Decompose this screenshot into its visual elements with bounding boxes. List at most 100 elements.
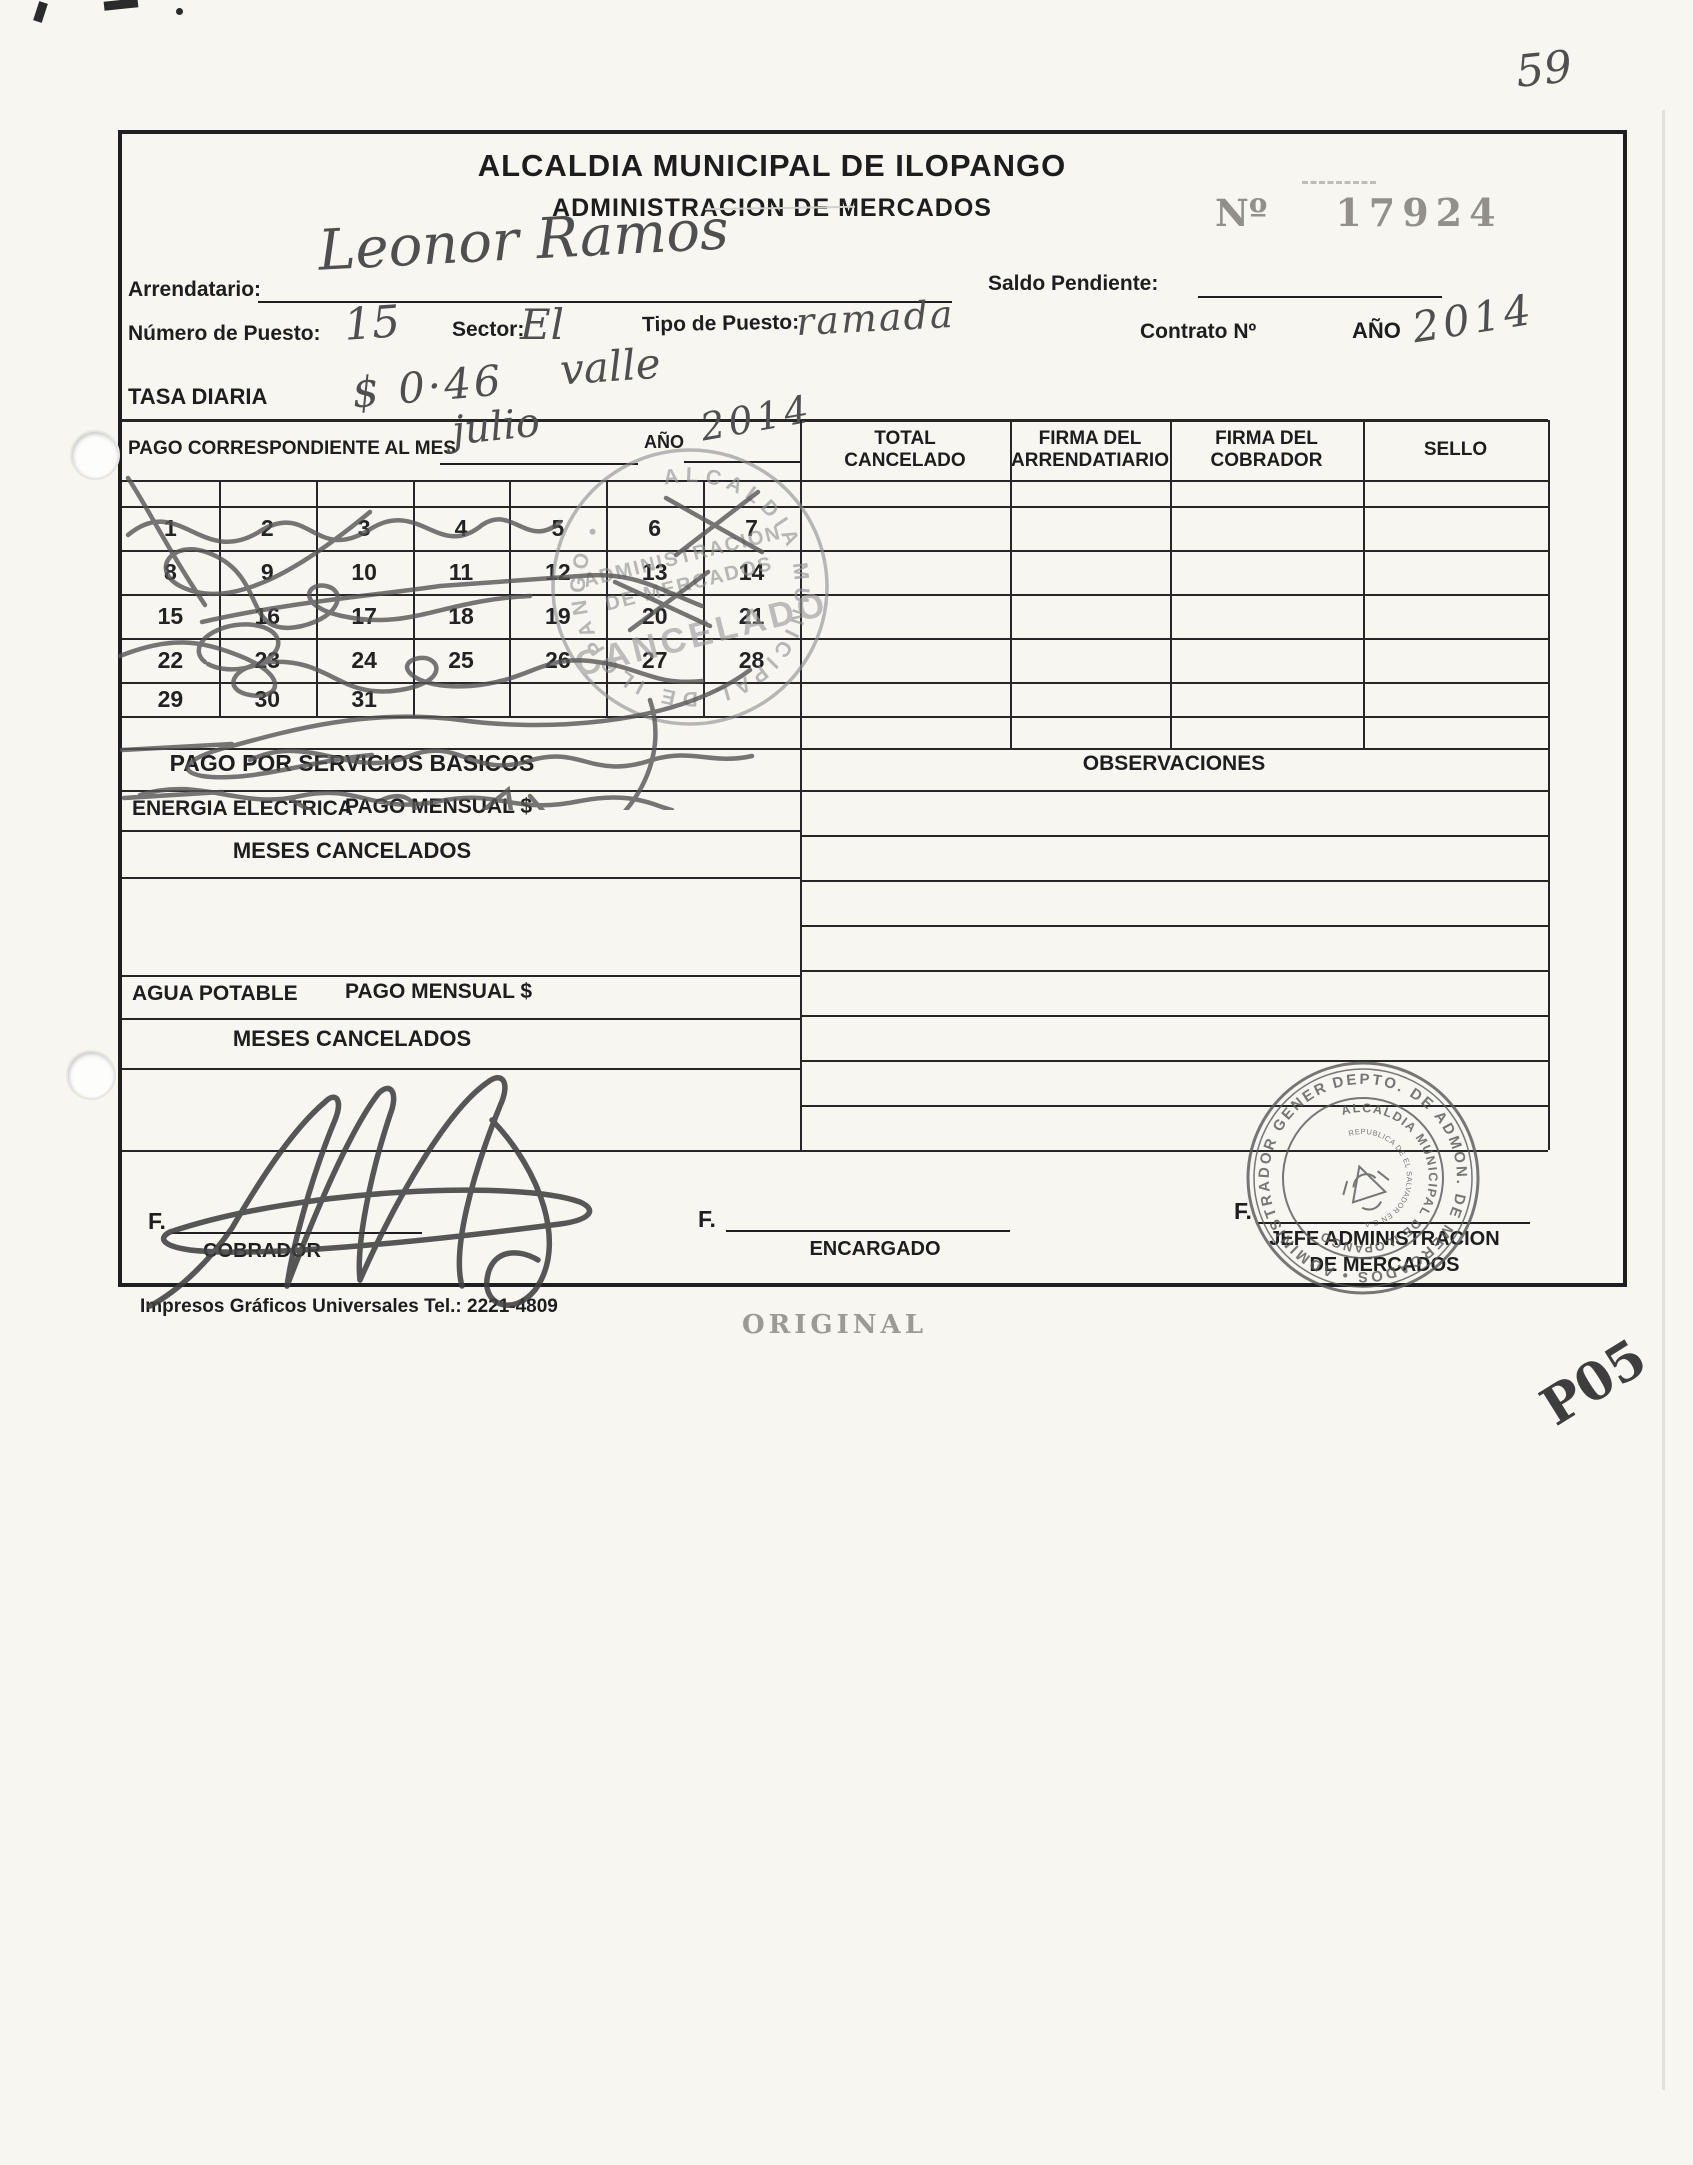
sector-label: Sector: — [452, 318, 525, 341]
calendar-day: 15 — [157, 602, 184, 629]
calendar-day: 4 — [454, 514, 468, 541]
cobrador-title: COBRADOR — [203, 1240, 321, 1262]
meses-cancelados-label: MESES CANCELADOS — [232, 838, 472, 863]
calendar-day: 8 — [164, 558, 177, 585]
firma-jefe-f-label: F. — [1234, 1198, 1252, 1224]
calendar-day: 24 — [351, 646, 377, 673]
sector-value-line2-handwritten: valle — [558, 338, 663, 395]
table-row-line — [122, 748, 1548, 750]
calendar-day: 9 — [260, 558, 274, 585]
calendar-day: 7 — [745, 514, 758, 541]
scan-speck — [176, 8, 183, 15]
saldo-pendiente-line — [1198, 296, 1442, 298]
jefe-title-line2: DE MERCADOS — [1309, 1254, 1460, 1276]
contrato-label: Contrato Nº — [1140, 320, 1257, 343]
numero-puesto-value-handwritten: 15 — [342, 296, 402, 351]
calendar-day: 20 — [641, 602, 668, 629]
calendar-day: 16 — [254, 602, 281, 629]
original-stamp-text: ORIGINAL — [742, 1310, 928, 1340]
services-row-line — [122, 1068, 800, 1070]
calendar-day: 26 — [545, 646, 571, 673]
receipt-number-value: 17924 — [1335, 190, 1503, 235]
calendar-day: 28 — [738, 646, 765, 673]
calendar-day: 5 — [551, 514, 565, 541]
sheet-number-handwritten: 59 — [1513, 41, 1575, 98]
table-year-label: AÑO — [644, 432, 684, 452]
agua-label: AGUA POTABLE — [132, 982, 298, 1005]
meses-cancelados2-label: MESES CANCELADOS — [232, 1026, 472, 1051]
tipo-puesto-label: Tipo de Puesto: — [641, 310, 800, 337]
scan-speck — [33, 1, 48, 23]
stamp-dash-artifact — [1302, 181, 1376, 184]
observaciones-row-line — [800, 835, 1548, 837]
calendar-day: 25 — [448, 646, 474, 673]
numero-puesto-label: Número de Puesto: — [128, 322, 321, 345]
receipt-number: Nº 17924 — [1215, 190, 1503, 235]
table-column-line — [1363, 420, 1365, 748]
firma-encargado-f-label: F. — [698, 1206, 716, 1232]
month-value-handwritten: julio — [449, 399, 543, 455]
year-line — [684, 461, 802, 463]
calendar-day: 23 — [254, 646, 281, 673]
receipt-number-label: Nº — [1215, 191, 1268, 235]
observaciones-row-line — [800, 1015, 1548, 1017]
table-row-line — [122, 594, 1548, 596]
observaciones-row-line — [800, 925, 1548, 927]
table-row-line — [122, 550, 1548, 552]
table-row-line — [122, 682, 1548, 684]
observaciones-row-line — [800, 970, 1548, 972]
printer-credit: Impresos Gráficos Universales Tel.: 2221… — [140, 1296, 558, 1317]
table-column-line — [800, 420, 802, 1150]
column-header: FIRMA DEL COBRADOR — [1210, 428, 1323, 471]
scan-speck — [103, 0, 139, 11]
encargado-title: ENCARGADO — [809, 1238, 941, 1260]
calendar-day: 29 — [157, 685, 184, 712]
energia-pago-label: PAGO MENSUAL $ — [345, 795, 533, 818]
calendar-day: 17 — [351, 602, 377, 629]
table-row-line — [122, 716, 1548, 718]
month-label: PAGO CORRESPONDIENTE AL MES — [128, 438, 456, 459]
calendar-day: 11 — [448, 558, 474, 585]
observaciones-row-line — [800, 880, 1548, 882]
sector-value-line1-handwritten: El — [520, 300, 565, 349]
hole-punch — [68, 1052, 114, 1098]
calendar-day: 30 — [254, 685, 281, 712]
services-row-line — [122, 830, 800, 832]
arrendatario-line — [258, 301, 952, 303]
firma-cobrador-line — [172, 1232, 422, 1234]
table-row-line — [122, 1150, 1548, 1152]
calendar-day: 31 — [351, 685, 377, 712]
calendar-day: 18 — [448, 602, 474, 629]
hole-punch — [72, 432, 118, 478]
saldo-pendiente-label: Saldo Pendiente: — [988, 272, 1159, 295]
tasa-diaria-label: TASA DIARIA — [128, 384, 268, 409]
calendar-day: 19 — [545, 602, 571, 629]
month-line — [440, 463, 638, 465]
table-row-line — [122, 790, 1548, 792]
arrendatario-label: Arrendatario: — [128, 278, 262, 301]
anio-label: AÑO — [1352, 318, 1401, 343]
observaciones-title: OBSERVACIONES — [1082, 752, 1266, 775]
services-title: PAGO POR SERVICIOS BASICOS — [169, 750, 535, 776]
calendar-day: 10 — [351, 558, 377, 585]
table-column-line — [1170, 420, 1172, 748]
calendar-day: 21 — [738, 602, 765, 629]
page-title: ALCALDIA MUNICIPAL DE ILOPANGO — [477, 148, 1067, 183]
calendar-day: 13 — [641, 558, 668, 585]
table-row-line — [122, 480, 1548, 482]
jefe-title-line1: JEFE ADMINISTRACION — [1269, 1228, 1500, 1250]
services-row-line — [122, 975, 800, 977]
column-header: TOTAL CANCELADO — [844, 428, 966, 471]
column-header: FIRMA DEL ARRENDATIARIO — [1011, 428, 1169, 471]
firma-cobrador-f-label: F. — [148, 1208, 166, 1234]
observaciones-row-line — [800, 1060, 1548, 1062]
calendar-day: 1 — [164, 514, 177, 541]
form-border — [118, 130, 1627, 1287]
table-top-line — [122, 419, 1548, 422]
calendar-day: 12 — [545, 558, 571, 585]
tipo-puesto-value-handwritten: ramada — [794, 291, 956, 345]
agua-pago-label: PAGO MENSUAL $ — [345, 980, 533, 1003]
table-column-line — [1548, 420, 1550, 1150]
column-header: SELLO — [1423, 439, 1488, 460]
